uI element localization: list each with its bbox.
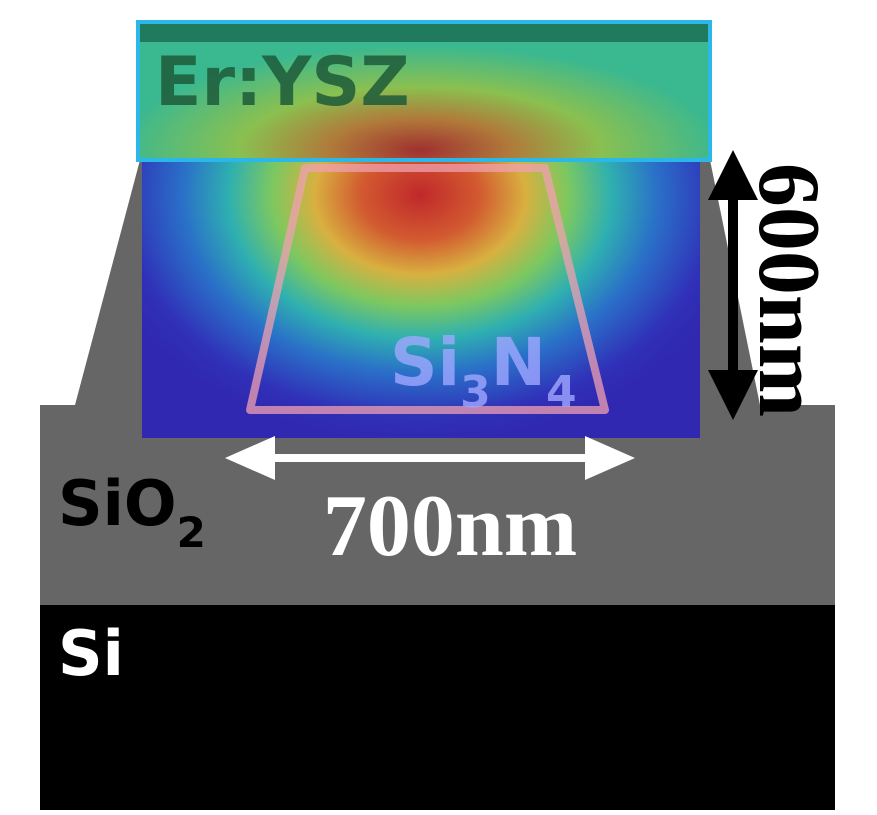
label-part: N (491, 324, 546, 401)
label-sub: 4 (546, 367, 577, 418)
si3n4-core (246, 164, 609, 414)
label-part: Si (390, 324, 460, 401)
width-arrow (225, 436, 635, 480)
height-arrow (708, 150, 758, 420)
er-ysz-layer (136, 20, 712, 162)
sio2-label: SiO2 (58, 467, 206, 557)
er-ysz-label: Er:YSZ (155, 43, 410, 122)
si3n4-label: Si3N4 (390, 324, 577, 418)
si-substrate (40, 605, 835, 810)
si-label: Si (58, 617, 124, 690)
mode-field (142, 160, 700, 438)
label-sub: 2 (177, 508, 206, 557)
height-label: 600nm (740, 163, 837, 417)
label-sub: 3 (460, 367, 491, 418)
label-part: SiO (58, 467, 177, 540)
width-label: 700nm (323, 478, 577, 575)
er-ysz-top (140, 24, 708, 42)
